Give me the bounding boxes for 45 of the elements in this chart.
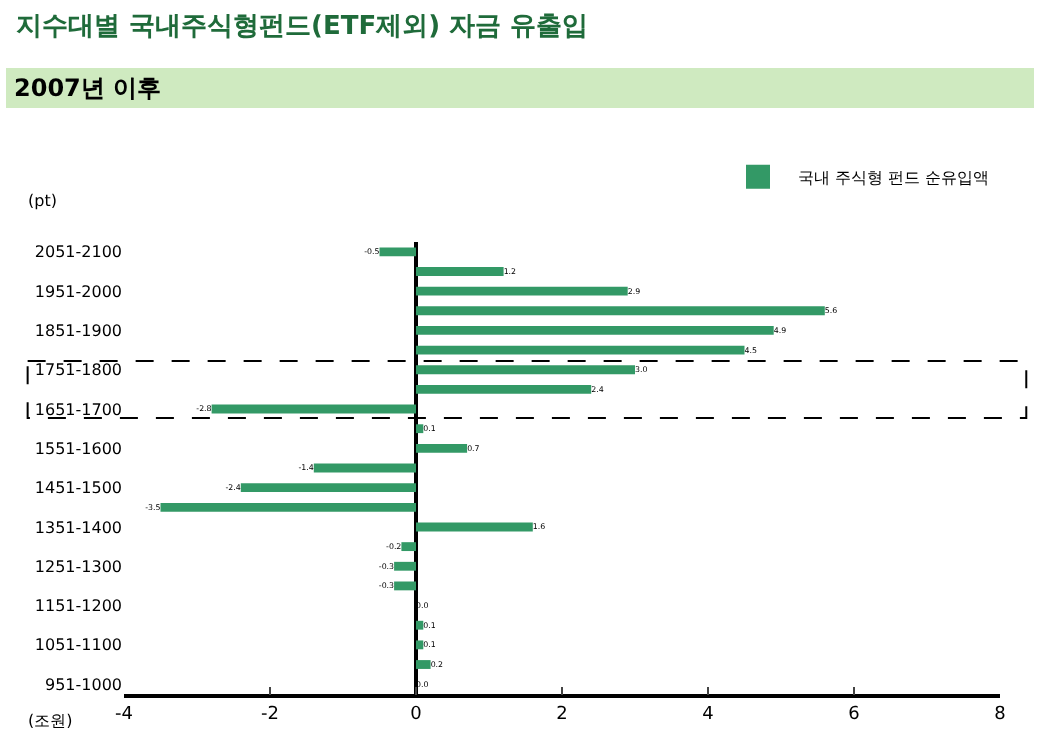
bar [394,561,416,571]
bar [416,384,592,394]
bar [379,247,416,257]
y-tick-label: 1351-1400 [34,518,122,537]
y-tick-label: 1651-1700 [34,400,122,419]
y-tick-label: 1851-1900 [34,322,122,341]
x-tick-label: 6 [848,705,861,726]
bar [416,286,628,296]
y-tick-label: 951-1000 [44,675,122,694]
bar [416,267,504,276]
bar [160,502,416,512]
y-tick-label: 1151-1200 [34,597,122,616]
chart-subtitle: 2007년 이후 [6,68,1034,108]
chart-title: 지수대별 국내주식형펀드(ETF제외) 자금 유출입 [16,10,589,44]
bar [416,345,745,355]
x-tick-label: -4 [115,705,134,726]
bar [240,483,416,493]
y-tick-label: 1051-1100 [34,636,122,655]
y-tick-label: 1251-1300 [34,557,122,576]
x-tick-label: 2 [556,705,568,726]
bar [313,463,416,473]
x-axis-title: (조원) [28,712,73,730]
bar [416,443,468,453]
bar [394,581,416,591]
bar [416,522,533,532]
x-tick-label: 8 [994,705,1007,726]
y-tick-label: 1951-2000 [34,282,122,301]
y-tick-label: 1751-1800 [34,361,122,380]
bar [416,620,424,630]
bar [416,640,424,650]
y-tick-label: 2051-2100 [34,243,122,262]
y-tick-label: 1451-1500 [34,479,122,498]
bar [211,404,416,414]
bar [416,660,431,669]
y-axis-title: (pt) [28,192,57,210]
bar [401,542,416,552]
legend-label: 국내 주식형 펀드 순유입액 [798,169,990,188]
x-tick-label: -2 [261,705,279,726]
bar [416,326,774,335]
bar [416,365,635,375]
bar [416,306,825,316]
x-tick-label: 0 [410,705,423,726]
x-tick-label: 4 [702,705,715,726]
bar [416,424,424,434]
y-tick-label: 1551-1600 [34,439,122,458]
